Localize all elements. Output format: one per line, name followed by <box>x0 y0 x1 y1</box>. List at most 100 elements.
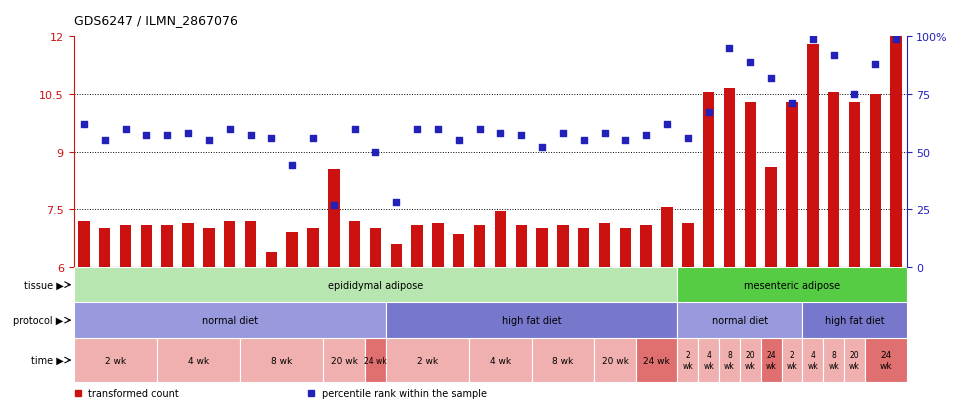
Point <box>221 126 237 133</box>
Text: 8
wk: 8 wk <box>724 351 735 370</box>
Bar <box>495 211 506 267</box>
Bar <box>308 229 319 267</box>
Point <box>180 131 196 137</box>
Bar <box>286 233 298 267</box>
Bar <box>412 225 422 267</box>
Bar <box>594 338 636 382</box>
Point <box>118 126 133 133</box>
Bar <box>828 93 839 267</box>
Text: epididymal adipose: epididymal adipose <box>328 280 423 290</box>
Bar <box>469 338 531 382</box>
Bar <box>599 223 611 267</box>
Bar <box>619 229 631 267</box>
Bar <box>865 338 907 382</box>
Text: 4 wk: 4 wk <box>188 356 209 365</box>
Point <box>138 133 154 140</box>
Point <box>784 101 800 107</box>
Point <box>721 45 737 52</box>
Point <box>410 126 425 133</box>
Point <box>264 135 279 142</box>
Point <box>514 133 529 140</box>
Bar <box>636 338 677 382</box>
Bar <box>803 338 823 382</box>
Bar <box>365 338 386 382</box>
Point <box>347 126 363 133</box>
Bar <box>536 229 548 267</box>
Bar <box>698 338 719 382</box>
Bar <box>724 89 735 267</box>
Point <box>305 135 320 142</box>
Point <box>597 131 612 137</box>
Bar <box>782 338 803 382</box>
Bar <box>453 235 465 267</box>
Bar <box>745 102 756 267</box>
Bar <box>78 221 89 267</box>
Point <box>743 59 759 66</box>
Point <box>534 144 550 151</box>
Text: transformed count: transformed count <box>88 388 179 398</box>
Bar <box>162 225 172 267</box>
Point <box>430 126 446 133</box>
Bar <box>328 169 339 267</box>
Bar <box>474 225 485 267</box>
Bar <box>323 338 365 382</box>
Text: 20 wk: 20 wk <box>331 356 358 365</box>
Bar <box>141 225 152 267</box>
Point <box>284 163 300 169</box>
Bar <box>760 338 782 382</box>
Bar <box>677 303 803 338</box>
Point <box>888 36 904 43</box>
Text: high fat diet: high fat diet <box>824 316 884 325</box>
Bar <box>224 221 235 267</box>
Bar <box>891 37 902 267</box>
Bar <box>803 303 907 338</box>
Bar <box>386 338 469 382</box>
Point <box>826 52 842 59</box>
Text: normal diet: normal diet <box>202 316 258 325</box>
Point <box>493 131 509 137</box>
Bar <box>677 267 906 303</box>
Text: 4
wk: 4 wk <box>704 351 714 370</box>
Bar <box>386 303 677 338</box>
Point <box>201 138 217 144</box>
Bar <box>719 338 740 382</box>
Point <box>617 138 633 144</box>
Text: 20
wk: 20 wk <box>849 351 859 370</box>
Point <box>326 202 342 209</box>
Bar <box>844 338 865 382</box>
Text: 8 wk: 8 wk <box>271 356 292 365</box>
Point <box>638 133 654 140</box>
Bar <box>74 338 157 382</box>
Bar <box>432 223 444 267</box>
Text: 24 wk: 24 wk <box>365 356 387 365</box>
Bar <box>703 93 714 267</box>
Point <box>160 133 175 140</box>
Bar <box>203 229 215 267</box>
Text: high fat diet: high fat diet <box>502 316 562 325</box>
Point <box>388 199 404 206</box>
Text: time ▶: time ▶ <box>30 355 64 365</box>
Text: GDS6247 / ILMN_2867076: GDS6247 / ILMN_2867076 <box>74 14 237 27</box>
Point <box>576 138 592 144</box>
Text: 2 wk: 2 wk <box>105 356 125 365</box>
Point <box>680 135 696 142</box>
Bar <box>182 223 194 267</box>
Bar <box>349 221 361 267</box>
Bar <box>740 338 760 382</box>
Bar <box>74 303 386 338</box>
Text: 2
wk: 2 wk <box>787 351 798 370</box>
Point <box>451 138 466 144</box>
Text: normal diet: normal diet <box>711 316 768 325</box>
Text: 20
wk: 20 wk <box>745 351 756 370</box>
Text: 20 wk: 20 wk <box>602 356 628 365</box>
Bar <box>240 338 323 382</box>
Point <box>867 62 883 68</box>
Bar <box>578 229 589 267</box>
Bar <box>786 102 798 267</box>
Point <box>471 126 487 133</box>
Point <box>763 75 779 82</box>
Bar <box>682 223 694 267</box>
Bar <box>120 225 131 267</box>
Text: 24 wk: 24 wk <box>643 356 670 365</box>
Bar <box>662 208 672 267</box>
